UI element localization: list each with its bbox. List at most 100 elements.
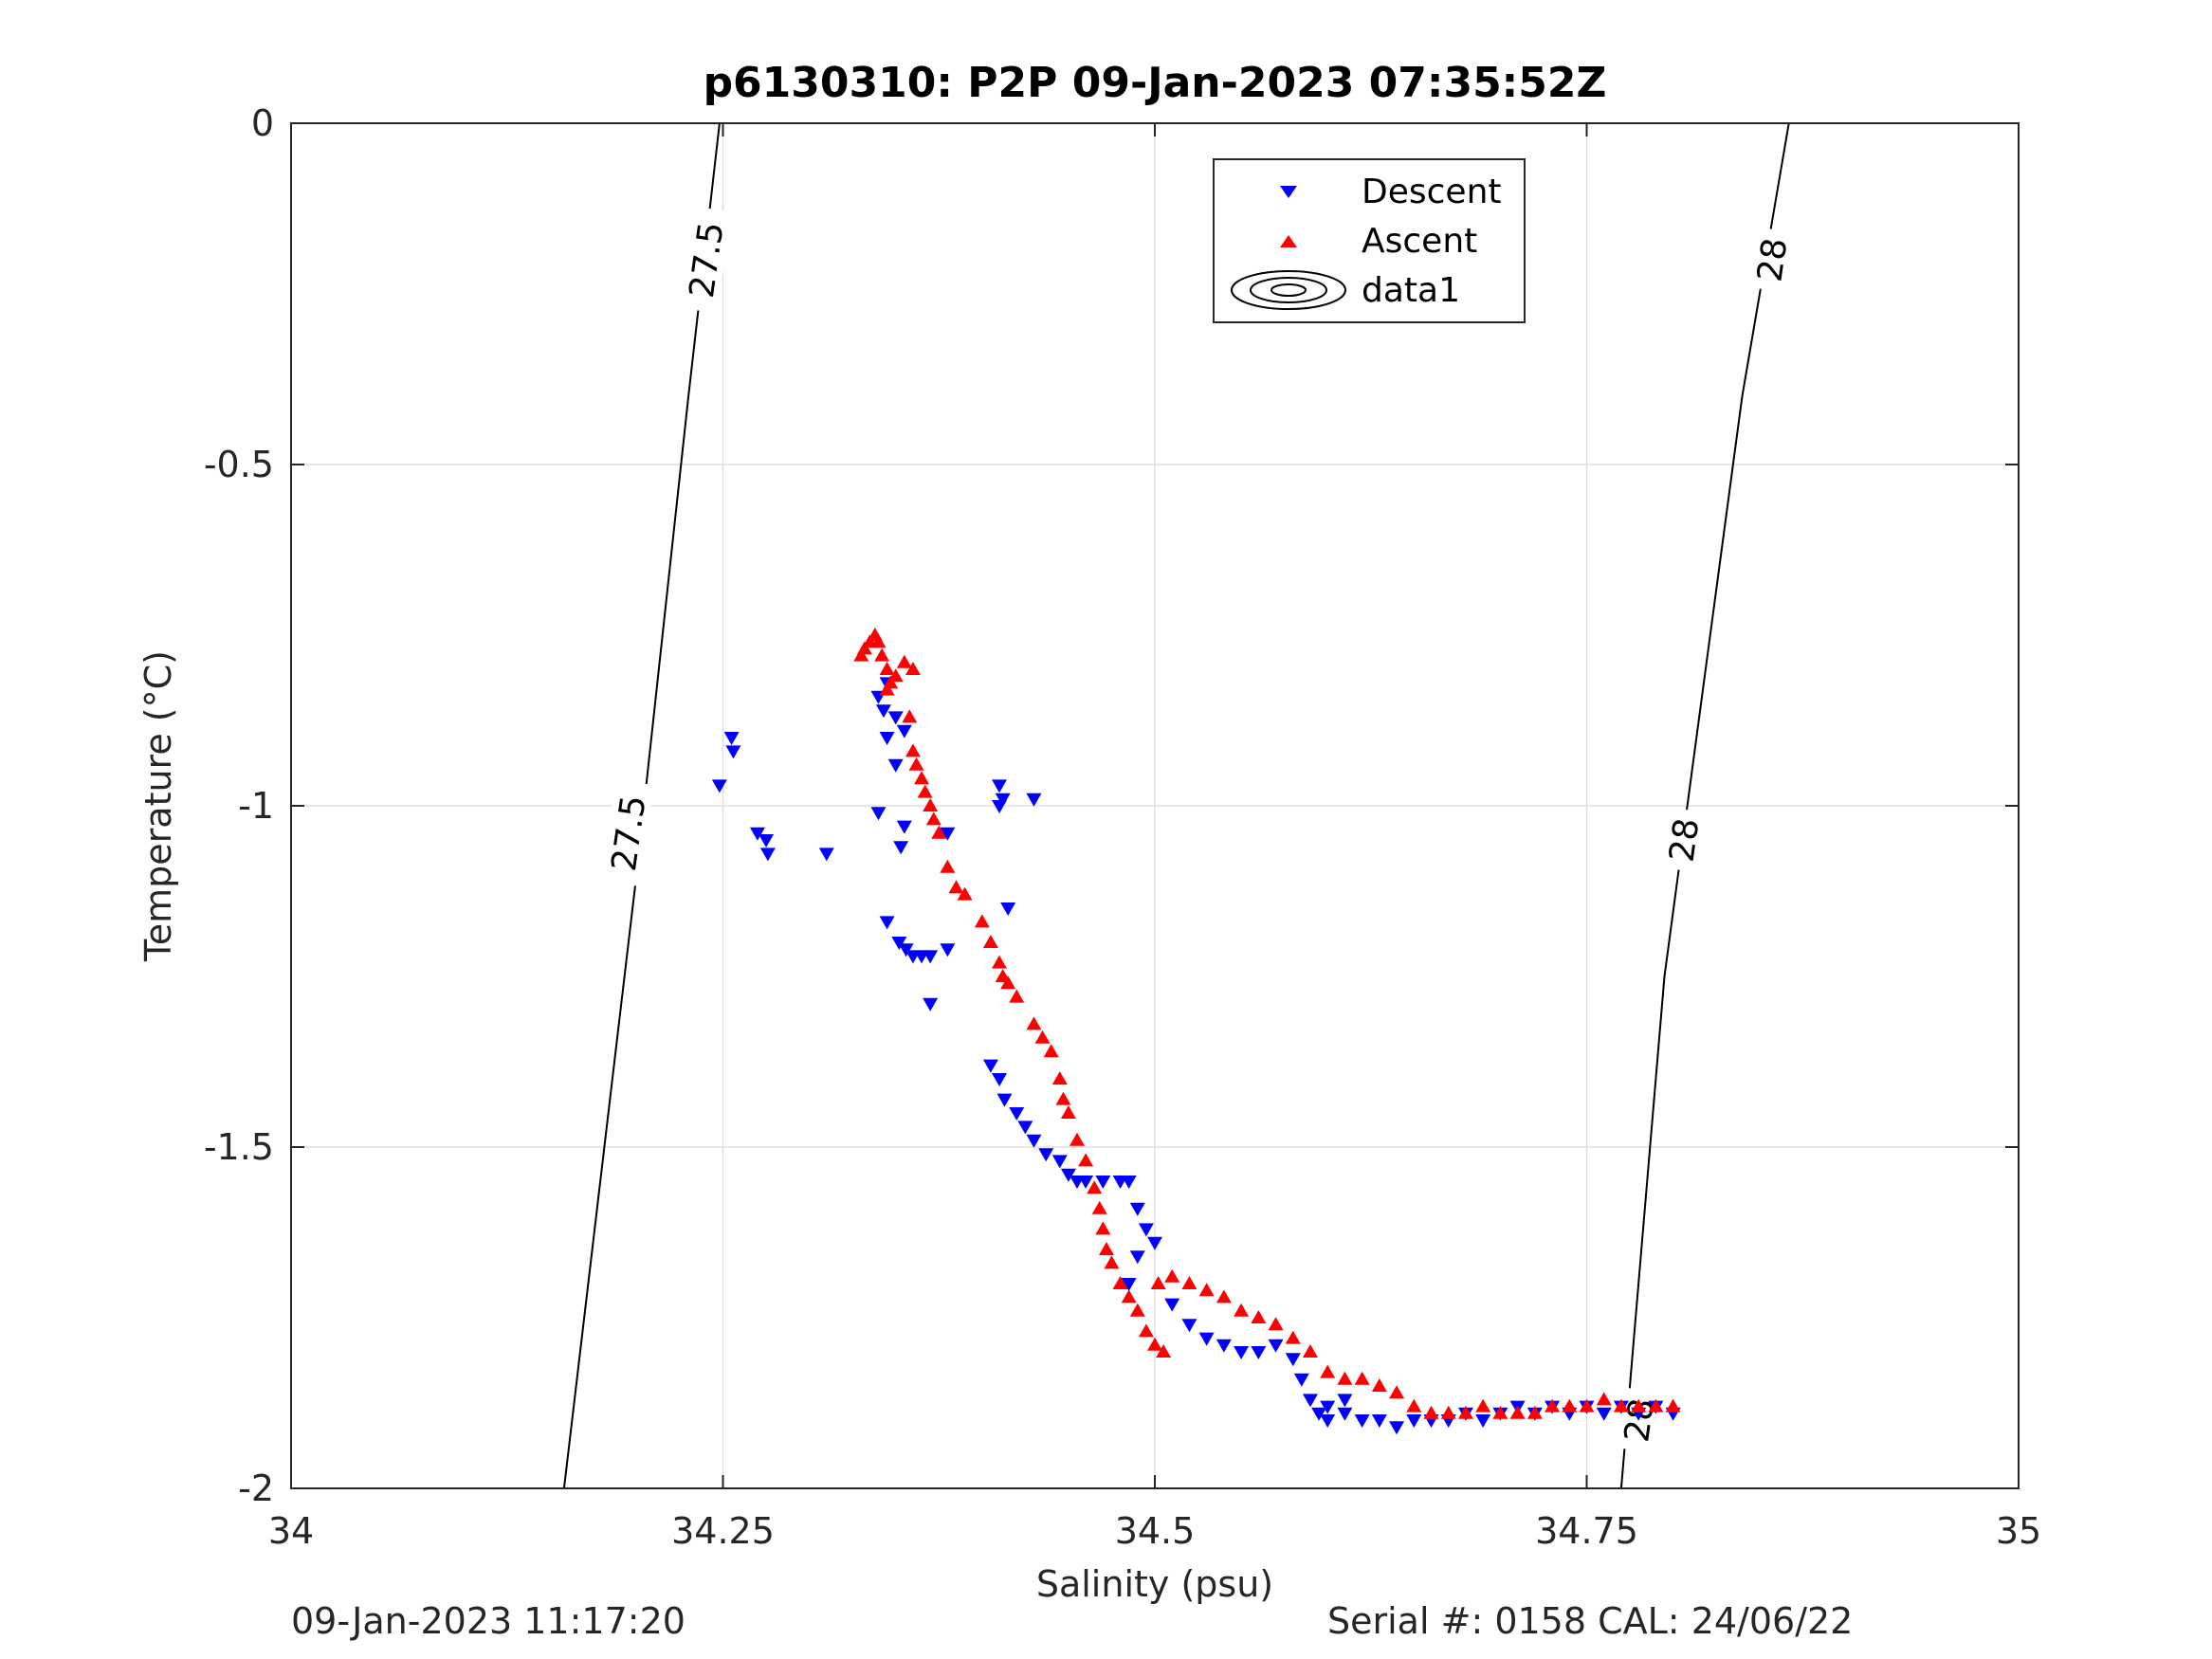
- descent-point: [1406, 1414, 1422, 1428]
- descent-point: [1121, 1278, 1137, 1291]
- ascent-point: [905, 662, 921, 675]
- ascent-point: [1078, 1153, 1094, 1167]
- contour-label-bg: [1660, 807, 1707, 873]
- ascent-point: [940, 859, 956, 873]
- legend-box: [1213, 158, 1526, 323]
- descent-point: [759, 834, 775, 848]
- ascent-point: [902, 709, 918, 723]
- ascent-point: [1034, 1030, 1051, 1044]
- descent-point: [887, 711, 904, 725]
- ascent-point: [1509, 1405, 1526, 1419]
- ascent-point: [1337, 1371, 1353, 1385]
- chart-title: p6130310: P2P 09-Jan-2023 07:35:52Z: [704, 59, 1607, 107]
- ascent-point: [923, 798, 939, 811]
- descent-point: [1216, 1339, 1232, 1353]
- ascent-point: [1613, 1398, 1629, 1413]
- descent-point: [992, 800, 1008, 813]
- footer-timestamp: 09-Jan-2023 11:17:20: [291, 1600, 686, 1642]
- descent-point: [1017, 1121, 1033, 1135]
- ascent-point: [908, 757, 924, 771]
- x-tick-label: 34: [268, 1510, 314, 1552]
- ascent-point: [1389, 1385, 1405, 1399]
- axes: 34 34.25 34.5 34.75 35 -2 -1.5 -1 -0.5 0: [204, 102, 2041, 1552]
- ascent-point: [931, 825, 947, 839]
- descent-point: [896, 820, 912, 834]
- ascent-point: [1579, 1398, 1595, 1413]
- ascent-point: [917, 784, 933, 798]
- ascent-point: [1087, 1180, 1103, 1194]
- legend-contour-icon: [1231, 270, 1346, 310]
- descent-point: [898, 943, 914, 957]
- descent-point: [1475, 1414, 1491, 1428]
- descent-point: [879, 732, 895, 745]
- x-axis-label: Salinity (psu): [1036, 1563, 1273, 1605]
- y-axis-label: Temperature (°C): [137, 650, 179, 962]
- ascent-point: [1147, 1337, 1162, 1351]
- descent-point: [1009, 1107, 1025, 1121]
- ascent-point: [1234, 1303, 1250, 1317]
- descent-point: [879, 916, 895, 930]
- legend-descent-marker: [1280, 186, 1297, 198]
- legend-data1-label: data1: [1362, 271, 1460, 310]
- descent-point: [1389, 1421, 1405, 1435]
- descent-point: [940, 943, 956, 957]
- descent-point: [1060, 1168, 1076, 1182]
- descent-point: [1164, 1298, 1180, 1312]
- ascent-point: [1320, 1364, 1336, 1378]
- ascent-point: [1138, 1323, 1154, 1338]
- descent-point: [1337, 1394, 1353, 1408]
- descent-point: [875, 704, 891, 719]
- descent-point: [995, 793, 1011, 807]
- ascent-point: [1492, 1405, 1508, 1419]
- descent-point: [759, 848, 776, 862]
- ascent-point: [957, 886, 973, 901]
- ascent-point: [1596, 1392, 1612, 1406]
- ascent-point: [1060, 1105, 1076, 1119]
- descent-point: [1121, 1176, 1137, 1189]
- descent-point: [1198, 1332, 1215, 1346]
- ascent-point: [1406, 1398, 1422, 1413]
- contour-label-bg: [601, 779, 654, 887]
- ascent-point: [856, 641, 872, 655]
- ascent-point: [925, 811, 941, 826]
- ascent-point: [1069, 1132, 1086, 1146]
- ascent-point: [1164, 1268, 1180, 1283]
- ascent-point: [1631, 1398, 1647, 1413]
- descent-point: [1129, 1250, 1145, 1265]
- ascent-point: [1648, 1398, 1664, 1413]
- descent-point: [940, 827, 956, 841]
- descent-point: [896, 724, 912, 738]
- descent-point: [1354, 1414, 1370, 1428]
- contour-label: 28: [1750, 236, 1795, 284]
- y-tick-label: -2: [238, 1468, 274, 1509]
- ascent-point: [1475, 1398, 1491, 1413]
- descent-point: [887, 758, 904, 773]
- descent-point: [1337, 1407, 1353, 1421]
- descent-point: [1302, 1394, 1318, 1408]
- y-tick-label: -0.5: [204, 444, 274, 485]
- descent-point: [1320, 1400, 1336, 1414]
- ascent-point: [1423, 1405, 1439, 1419]
- descent-point: [1285, 1353, 1301, 1367]
- legend-ascent-label: Ascent: [1362, 222, 1477, 261]
- ascent-point: [1043, 1044, 1059, 1058]
- ascent-point: [1562, 1398, 1578, 1413]
- ascent-point: [1526, 1405, 1543, 1419]
- descent-point: [749, 827, 765, 841]
- contour-label: 28: [1663, 816, 1708, 865]
- ascent-point: [874, 647, 890, 662]
- descent-point: [992, 1073, 1008, 1086]
- ascent-point: [1251, 1310, 1267, 1323]
- ascent-point: [1150, 1276, 1166, 1289]
- descent-point: [923, 950, 939, 964]
- ascent-point: [1198, 1283, 1215, 1297]
- ascent-point: [870, 634, 887, 648]
- ascent-point: [1112, 1276, 1128, 1289]
- descent-point: [1371, 1414, 1387, 1428]
- ascent-point: [1026, 1016, 1042, 1030]
- descent-point: [1311, 1407, 1327, 1421]
- contour-label-bg: [1748, 227, 1795, 293]
- ascent-point: [1129, 1303, 1145, 1317]
- descent-point: [1181, 1319, 1197, 1333]
